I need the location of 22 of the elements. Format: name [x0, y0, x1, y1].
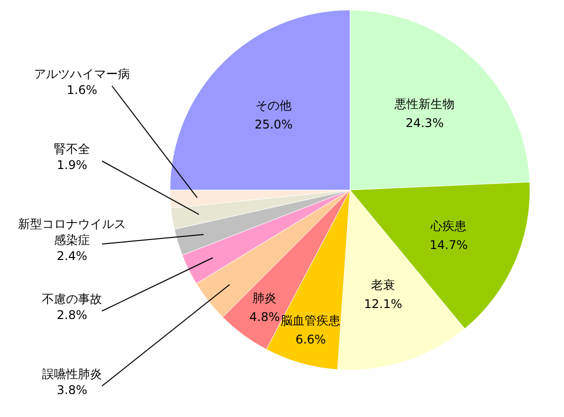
slice-label: 老衰 — [371, 278, 396, 292]
slice-label: 腎不全 — [54, 142, 90, 156]
data-label: 24.3% — [406, 116, 444, 130]
slice-label: アルツハイマー病 — [34, 67, 130, 81]
data-label: 1.6% — [66, 83, 98, 97]
slice-label: 悪性新生物 — [394, 96, 455, 111]
slice-label: 肺炎 — [252, 290, 277, 305]
slice-label: 脳血管疾患 — [280, 314, 341, 328]
data-label: 2.8% — [56, 308, 88, 322]
data-label: 1.9% — [56, 158, 88, 172]
data-label: 4.8% — [249, 310, 280, 324]
data-label: 6.6% — [295, 332, 326, 347]
data-label: 2.4% — [56, 249, 88, 263]
data-label: 3.8% — [56, 383, 88, 397]
slice-label: 誤嚥性肺炎 — [42, 367, 102, 381]
slice-label: 心疾患 — [430, 218, 467, 233]
slice-label: その他 — [256, 98, 292, 113]
slice-label: 不慮の事故 — [42, 292, 102, 306]
data-label: 12.1% — [364, 296, 402, 311]
slice-label: 新型コロナウイルス感染症 — [18, 217, 126, 247]
data-label: 14.7% — [430, 238, 468, 252]
data-label: 25.0% — [254, 118, 293, 132]
